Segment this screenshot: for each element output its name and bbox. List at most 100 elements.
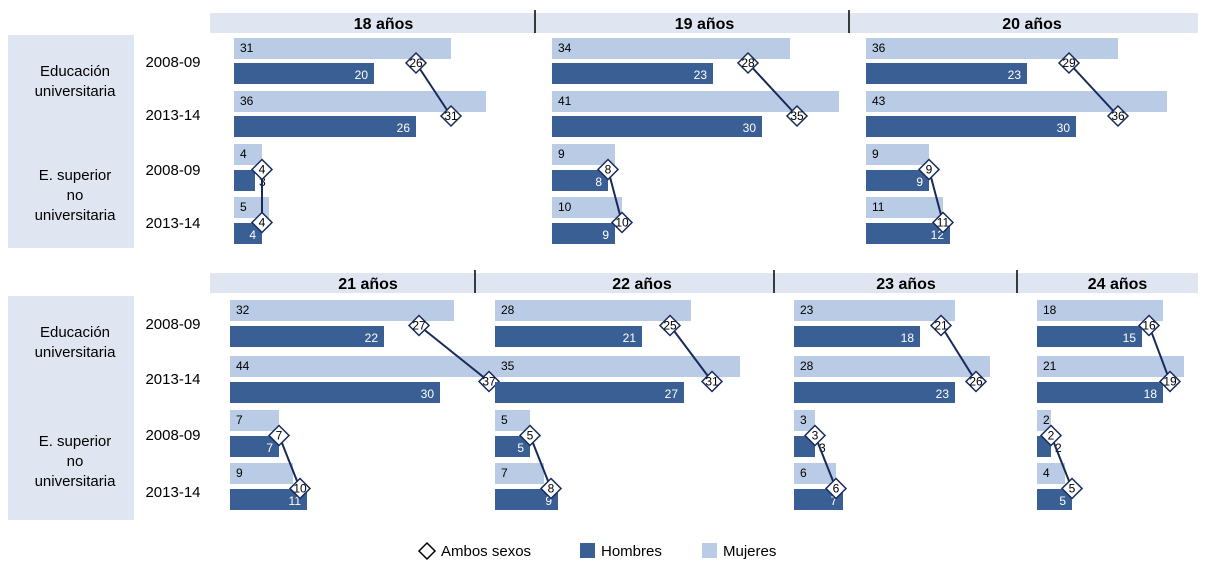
hombres-bar bbox=[1037, 382, 1163, 403]
ambos-value-label: 21 bbox=[934, 319, 948, 333]
panel-header-band bbox=[210, 13, 1198, 33]
ambos-value-label: 28 bbox=[741, 56, 755, 70]
hombres-bar bbox=[234, 170, 255, 191]
hombres-value-label: 12 bbox=[931, 228, 945, 242]
hombres-bar bbox=[1037, 489, 1072, 510]
ambos-connector bbox=[415, 62, 452, 117]
hombres-bar bbox=[495, 326, 642, 347]
mujeres-bar bbox=[794, 410, 815, 431]
ambos-value-label: 27 bbox=[412, 319, 426, 333]
ambos-value-label: 26 bbox=[409, 56, 423, 70]
ambos-marker bbox=[1137, 314, 1161, 337]
mujeres-value-label: 4 bbox=[1043, 466, 1050, 480]
ambos-marker bbox=[964, 370, 988, 393]
ambos-value-label: 16 bbox=[1142, 319, 1156, 333]
panel-title: 20 años bbox=[1002, 16, 1062, 33]
hombres-value-label: 18 bbox=[901, 331, 915, 345]
hombres-value-label: 30 bbox=[421, 387, 435, 401]
year-label: 2008-09 bbox=[145, 316, 200, 333]
ambos-value-label: 31 bbox=[705, 375, 719, 389]
hombres-value-label: 9 bbox=[545, 494, 552, 508]
hombres-bar bbox=[552, 116, 762, 137]
ambos-marker bbox=[1039, 424, 1063, 447]
panel-title: 23 años bbox=[876, 276, 936, 293]
ambos-connector bbox=[278, 435, 301, 489]
mujeres-bar bbox=[552, 197, 622, 218]
ambos-marker bbox=[803, 424, 827, 447]
hombres-bar bbox=[552, 170, 608, 191]
mujeres-value-label: 11 bbox=[872, 200, 885, 214]
hombres-bar bbox=[552, 63, 713, 84]
ambos-marker bbox=[1158, 370, 1182, 393]
mujeres-bar bbox=[234, 144, 262, 165]
ambos-value-label: 25 bbox=[663, 319, 677, 333]
mujeres-bar bbox=[495, 300, 691, 321]
mujeres-bar bbox=[794, 356, 990, 377]
ambos-marker bbox=[477, 370, 501, 393]
row-group-label: Educación bbox=[40, 324, 110, 341]
ambos-marker bbox=[658, 314, 682, 337]
ambos-marker bbox=[407, 314, 431, 337]
panel-title: 24 años bbox=[1088, 276, 1148, 293]
mujeres-bar bbox=[234, 38, 451, 59]
mujeres-bar bbox=[1037, 463, 1065, 484]
mujeres-value-label: 18 bbox=[1043, 303, 1057, 317]
mujeres-value-label: 9 bbox=[236, 466, 243, 480]
row-label-panel bbox=[8, 296, 134, 520]
legend-ambos-swatch bbox=[417, 541, 437, 561]
mujeres-bar bbox=[866, 91, 1167, 112]
panel-title: 19 años bbox=[675, 16, 735, 33]
mujeres-value-label: 3 bbox=[800, 413, 807, 427]
hombres-value-label: 9 bbox=[602, 228, 609, 242]
mujeres-value-label: 2 bbox=[1043, 413, 1050, 427]
legend-hombres-label: Hombres bbox=[601, 543, 662, 560]
ambos-connector bbox=[669, 324, 713, 383]
ambos-value-label: 35 bbox=[790, 109, 804, 123]
mujeres-value-label: 32 bbox=[236, 303, 250, 317]
hombres-bar bbox=[552, 223, 615, 244]
hombres-value-label: 23 bbox=[936, 387, 950, 401]
hombres-bar bbox=[234, 63, 374, 84]
ambos-value-label: 11 bbox=[937, 216, 950, 230]
mujeres-value-label: 10 bbox=[558, 200, 572, 214]
ambos-marker bbox=[824, 477, 848, 500]
mujeres-bar bbox=[230, 410, 279, 431]
ambos-value-label: 29 bbox=[1062, 56, 1076, 70]
mujeres-bar bbox=[866, 197, 943, 218]
mujeres-value-label: 28 bbox=[800, 359, 814, 373]
hombres-bar bbox=[1037, 326, 1142, 347]
hombres-value-label: 4 bbox=[249, 228, 256, 242]
ambos-marker bbox=[931, 211, 955, 234]
mujeres-value-label: 9 bbox=[872, 147, 879, 161]
row-group-label: universitaria bbox=[35, 344, 117, 361]
hombres-bar bbox=[866, 116, 1076, 137]
hombres-bar bbox=[234, 223, 262, 244]
mujeres-bar bbox=[495, 356, 740, 377]
legend-hombres-swatch bbox=[580, 543, 595, 558]
ambos-connector bbox=[1068, 62, 1119, 117]
ambos-value-label: 3 bbox=[812, 429, 819, 443]
panel-header-band bbox=[210, 273, 1198, 293]
year-label: 2013-14 bbox=[145, 484, 200, 501]
mujeres-value-label: 4 bbox=[240, 147, 247, 161]
ambos-value-label: 6 bbox=[833, 482, 840, 496]
ambos-marker bbox=[610, 211, 634, 234]
ambos-value-label: 4 bbox=[259, 163, 266, 177]
hombres-value-label: 9 bbox=[916, 175, 923, 189]
ambos-marker bbox=[1060, 477, 1084, 500]
year-label: 2013-14 bbox=[145, 371, 200, 388]
legend-mujeres-label: Mujeres bbox=[723, 543, 776, 560]
panel-title: 18 años bbox=[354, 16, 414, 33]
mujeres-bar bbox=[495, 410, 530, 431]
row-label-panel bbox=[8, 35, 134, 248]
ambos-value-label: 5 bbox=[527, 429, 534, 443]
legend-ambos-label: Ambos sexos bbox=[441, 543, 531, 560]
hombres-value-label: 26 bbox=[397, 121, 411, 135]
ambos-connector bbox=[418, 324, 490, 383]
ambos-marker bbox=[1057, 51, 1081, 75]
hombres-bar bbox=[495, 436, 530, 457]
ambos-value-label: 5 bbox=[1069, 482, 1076, 496]
hombres-value-label: 23 bbox=[1008, 68, 1022, 82]
ambos-connector bbox=[928, 169, 944, 223]
